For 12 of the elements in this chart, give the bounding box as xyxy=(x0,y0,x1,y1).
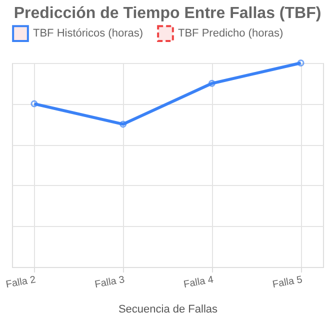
x-tick-label: Falla 5 xyxy=(272,274,304,291)
chart-title: Predicción de Tiempo Entre Fallas (TBF) xyxy=(14,5,322,22)
legend-label: TBF Predicho (horas) xyxy=(178,28,284,40)
x-tick-label: Falla 3 xyxy=(94,274,126,291)
x-tick-label: Falla 4 xyxy=(182,274,215,291)
legend-label: TBF Históricos (horas) xyxy=(33,28,144,40)
x-axis-title: Secuencia de Fallas xyxy=(118,304,218,316)
point xyxy=(120,120,127,128)
point xyxy=(208,80,216,87)
x-tick-label: Falla 2 xyxy=(5,274,38,291)
point xyxy=(297,60,304,66)
point xyxy=(30,100,38,108)
